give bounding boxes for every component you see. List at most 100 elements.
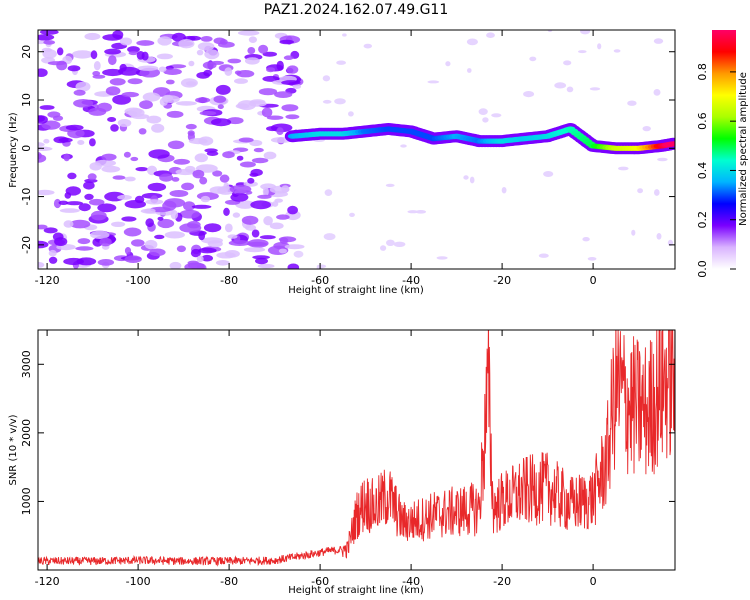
noise-blob xyxy=(38,68,48,77)
noise-blob xyxy=(38,154,47,163)
noise-blob xyxy=(137,65,159,71)
noise-blob xyxy=(200,36,213,42)
noise-blob xyxy=(262,186,269,197)
snr-frame xyxy=(37,329,676,571)
faint-blob xyxy=(322,75,331,82)
noise-blob xyxy=(261,107,273,118)
noise-blob xyxy=(287,205,298,215)
x-tick-label: -60 xyxy=(311,575,329,588)
faint-blob xyxy=(348,111,354,117)
noise-blob xyxy=(144,208,156,214)
noise-blob xyxy=(229,184,252,194)
colorbar-tick-label: 0.6 xyxy=(696,112,709,130)
noise-blob xyxy=(88,198,105,206)
noise-blob xyxy=(162,200,177,211)
noise-blob xyxy=(257,263,275,269)
noise-blob xyxy=(239,161,256,168)
noise-blob xyxy=(252,255,270,260)
noise-blob xyxy=(119,37,133,46)
faint-blob xyxy=(436,256,448,260)
faint-blob xyxy=(393,241,406,247)
noise-blob xyxy=(243,247,266,253)
faint-blob xyxy=(523,91,535,98)
noise-blob xyxy=(247,47,256,55)
noise-blob xyxy=(215,84,231,95)
noise-blob xyxy=(48,249,57,257)
noise-blob xyxy=(224,250,240,258)
noise-blob xyxy=(90,210,107,221)
noise-blob xyxy=(197,42,215,51)
noise-blob xyxy=(217,104,224,110)
noise-blob xyxy=(48,256,58,264)
y-tick-label: 3000 xyxy=(20,350,33,378)
noise-blob xyxy=(274,198,284,203)
noise-blob xyxy=(124,200,146,209)
noise-blob xyxy=(251,157,269,164)
noise-blob xyxy=(191,204,212,209)
noise-blob xyxy=(199,111,217,116)
faint-blob xyxy=(613,49,621,53)
snr-x-label: Height of straight line (km) xyxy=(288,585,424,596)
x-tick-label: 0 xyxy=(590,575,597,588)
noise-blob xyxy=(187,35,202,41)
noise-blob xyxy=(64,192,72,199)
noise-blob xyxy=(117,194,132,200)
noise-blob xyxy=(77,238,91,245)
noise-blob xyxy=(281,104,299,112)
y-tick-label: 0 xyxy=(20,145,33,152)
noise-blob xyxy=(279,237,289,245)
noise-blob xyxy=(224,223,233,233)
noise-blob xyxy=(63,257,84,266)
noise-blob xyxy=(108,55,117,66)
noise-blob xyxy=(190,248,201,258)
noise-blob xyxy=(292,84,302,89)
noise-blob xyxy=(276,60,284,71)
faint-blob xyxy=(597,43,602,50)
noise-blob xyxy=(183,201,196,211)
ridge-core xyxy=(668,141,675,147)
faint-blob xyxy=(363,43,372,49)
noise-blob xyxy=(181,182,195,191)
noise-blob xyxy=(128,51,139,56)
faint-blob xyxy=(482,117,489,123)
noise-blob xyxy=(244,57,260,65)
noise-blob xyxy=(269,222,284,230)
x-tick-label: -120 xyxy=(35,575,60,588)
noise-blob xyxy=(201,254,214,262)
x-tick-label: -60 xyxy=(311,274,329,287)
x-tick-label: -20 xyxy=(493,575,511,588)
faint-blob xyxy=(563,60,572,66)
noise-blob xyxy=(99,237,112,247)
faint-blob xyxy=(349,212,355,217)
x-tick-label: -20 xyxy=(493,274,511,287)
spectrogram-y-label: Frequency (Hz) xyxy=(8,112,19,188)
noise-blob xyxy=(101,153,117,161)
noise-blob xyxy=(207,240,223,248)
noise-blob xyxy=(123,151,131,158)
colorbar-bar xyxy=(712,30,736,269)
noise-blob xyxy=(185,81,197,86)
faint-blob xyxy=(566,86,574,93)
noise-blob xyxy=(279,39,295,45)
noise-blob xyxy=(104,48,121,55)
noise-blob xyxy=(212,170,223,177)
noise-blob xyxy=(142,92,161,102)
noise-blob xyxy=(199,176,208,185)
noise-blob xyxy=(149,248,166,257)
noise-blob xyxy=(43,227,58,234)
noise-blob xyxy=(38,34,55,41)
noise-blob xyxy=(54,237,68,247)
colorbar-tick-label: 0.0 xyxy=(696,260,709,278)
noise-blob xyxy=(259,235,276,240)
noise-blob xyxy=(163,68,182,75)
noise-blob xyxy=(87,173,97,181)
noise-blob xyxy=(41,120,61,130)
noise-blob xyxy=(243,181,258,187)
noise-blob xyxy=(164,231,185,239)
noise-blob xyxy=(223,207,230,216)
noise-blob xyxy=(251,229,260,238)
noise-blob xyxy=(63,153,70,162)
noise-blob xyxy=(194,153,208,163)
noise-blob xyxy=(258,88,278,96)
